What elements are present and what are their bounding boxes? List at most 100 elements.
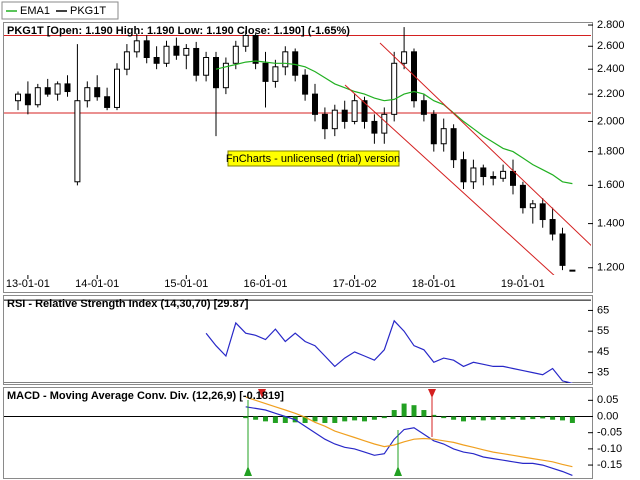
y-tick-label: 1.800: [597, 146, 625, 158]
series-line: [245, 406, 573, 476]
price-title: PKG1T [Open: 1.190 High: 1.190 Low: 1.19…: [7, 25, 350, 37]
histogram-bar: [411, 405, 417, 417]
candle-body: [114, 68, 120, 108]
series-line: [205, 319, 573, 383]
candle-body: [54, 83, 61, 95]
histogram-bar: [302, 416, 308, 423]
histogram-bar: [560, 416, 565, 421]
candle-body: [341, 109, 348, 122]
histogram-bar: [470, 416, 476, 420]
candle-body: [500, 170, 507, 179]
y-tick-label: 1.200: [597, 262, 625, 274]
candle-body: [123, 51, 130, 70]
sell-marker: [428, 389, 436, 398]
buy-marker: [394, 466, 402, 476]
histogram-bar: [490, 416, 496, 420]
candle-body: [133, 40, 140, 53]
histogram-bar: [520, 416, 526, 420]
histogram-bar: [431, 414, 437, 417]
x-tick-label: 17-01-02: [333, 278, 377, 290]
histogram-bar: [530, 416, 536, 420]
candle-body: [222, 62, 229, 89]
histogram-bar: [569, 416, 575, 423]
candle-body: [74, 100, 81, 183]
candle-body: [569, 269, 576, 272]
y-tick-label: 2.400: [597, 63, 625, 75]
plot-area: [4, 27, 591, 272]
candle-body: [24, 93, 31, 106]
y-tick-label: 0.05: [597, 394, 618, 406]
candle-body: [381, 113, 388, 134]
trend-channel: [344, 42, 591, 275]
candle-body: [232, 45, 239, 64]
histogram-bar: [381, 416, 387, 419]
candle-body: [539, 203, 546, 221]
candle-body: [331, 109, 338, 130]
candle-body: [351, 100, 358, 122]
histogram-bar: [391, 410, 397, 417]
candle-body: [143, 40, 150, 59]
candle-body: [401, 51, 408, 64]
histogram-bar: [510, 416, 516, 420]
candle-body: [312, 93, 318, 115]
y-tick-label: 45: [597, 346, 609, 358]
candle-body: [64, 83, 71, 93]
y-tick-label: 35: [597, 367, 609, 379]
candle-body: [510, 170, 516, 186]
candle-body: [559, 233, 566, 266]
y-tick-label: 1.400: [597, 217, 625, 229]
y-tick-label: -0.05: [597, 427, 622, 439]
histogram-bar: [500, 416, 506, 420]
series-line: [245, 396, 573, 468]
y-tick-label: -0.10: [597, 443, 622, 455]
candle-body: [15, 93, 21, 102]
legend: EMA1 PKG1T: [6, 5, 106, 17]
macd-title: MACD - Moving Average Conv. Div. (12,26,…: [7, 390, 284, 402]
y-tick-label: 2.600: [597, 40, 625, 52]
histogram-bar: [243, 416, 249, 419]
rsi-panel: [3, 295, 593, 385]
y-tick-label: 1.600: [597, 179, 625, 191]
candle-body: [203, 57, 210, 76]
y-tick-label: -0.15: [597, 459, 622, 471]
watermark-box: [227, 150, 400, 167]
macd-panel: [3, 387, 593, 479]
x-tick-label: 16-01-01: [243, 278, 287, 290]
candle-body: [44, 87, 51, 95]
histogram-bar: [253, 416, 259, 420]
candle-body: [371, 120, 378, 134]
candle-body: [213, 57, 219, 89]
histogram-bar: [371, 416, 377, 420]
candle-body: [321, 113, 328, 130]
plot-layer: 2.800 2.600 2.400 2.200 2.000 1.800 1.600 1.400…: [4, 19, 625, 476]
histogram-bar: [480, 416, 486, 421]
y-tick-label: 0.00: [597, 410, 618, 422]
candle-body: [84, 87, 91, 102]
sell-marker: [258, 389, 266, 398]
histogram-bar: [352, 416, 358, 421]
histogram-bar: [421, 410, 427, 417]
x-tick-label: 15-01-01: [164, 278, 208, 290]
candle-body: [529, 203, 536, 209]
candle-body: [183, 47, 190, 56]
candle-body: [163, 45, 170, 64]
y-tick-label: 2.800: [597, 19, 625, 31]
candle-body: [94, 87, 101, 98]
histogram-bar: [461, 416, 466, 422]
candle-body: [252, 34, 259, 64]
candle-body: [262, 62, 269, 82]
histogram-bar: [362, 416, 367, 422]
trend-line: [344, 84, 555, 275]
candle-body: [272, 66, 279, 82]
signals: [244, 389, 436, 476]
histogram-bar: [263, 416, 268, 422]
x-tick-label: 18-01-01: [412, 278, 456, 290]
candle-body: [302, 74, 309, 95]
candle-body: [361, 100, 368, 122]
y-tick-label: 2.200: [597, 88, 625, 100]
legend-label: PKG1T: [70, 5, 106, 17]
histogram-bar: [282, 416, 288, 423]
histogram-bar: [312, 416, 318, 422]
watermark: FnCharts - unlicensed (trial) version: [226, 153, 400, 165]
candle-body: [34, 87, 41, 106]
